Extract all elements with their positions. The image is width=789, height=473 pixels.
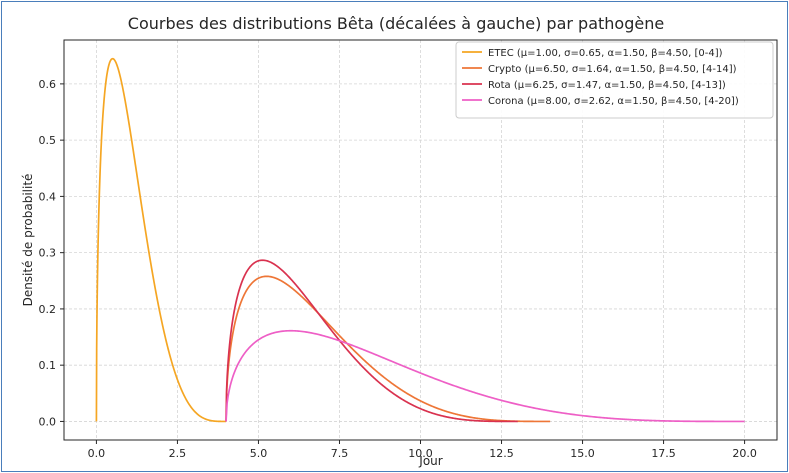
y-tick-label: 0.3 xyxy=(39,247,57,260)
y-tick-label: 0.6 xyxy=(39,78,57,91)
x-axis-label: Jour xyxy=(418,454,442,468)
y-tick-label: 0.2 xyxy=(39,303,57,316)
x-tick-label: 2.5 xyxy=(169,447,187,460)
series-line xyxy=(95,57,227,423)
chart-title: Courbes des distributions Bêta (décalées… xyxy=(128,14,664,33)
y-axis-label: Densité de probabilité xyxy=(21,174,35,307)
y-tick-label: 0.1 xyxy=(39,359,57,372)
legend-entry-label: Crypto (μ=6.50, σ=1.64, α=1.50, β=4.50, … xyxy=(488,64,737,75)
x-tick-label: 0.0 xyxy=(88,447,106,460)
series-line xyxy=(225,259,518,423)
y-tick-label: 0.5 xyxy=(39,134,57,147)
legend-box xyxy=(455,41,774,119)
x-tick-label: 17.5 xyxy=(651,447,676,460)
legend-entry-label: ETEC (μ=1.00, σ=0.65, α=1.50, β=4.50, [0… xyxy=(488,48,723,59)
y-tick-label: 0.0 xyxy=(39,415,57,428)
x-tick-label: 20.0 xyxy=(732,447,757,460)
axis-ticks: 0.0 2.5 5.0 7.5 10.0 12.5 15.0 17.5 20.0 0.0 0.1 0.… xyxy=(39,78,757,460)
legend-entry-label: Corona (μ=8.00, σ=2.62, α=1.50, β=4.50, … xyxy=(488,96,739,107)
grid-lines xyxy=(64,40,777,440)
series-line xyxy=(225,275,551,423)
series-lines xyxy=(95,57,745,423)
x-tick-label: 7.5 xyxy=(331,447,349,460)
legend-entry-label: Rota (μ=6.25, σ=1.47, α=1.50, β=4.50, [4… xyxy=(488,80,726,91)
x-tick-label: 15.0 xyxy=(570,447,595,460)
x-tick-label: 10.0 xyxy=(408,447,433,460)
legend: ETEC (μ=1.00, σ=0.65, α=1.50, β=4.50, [0… xyxy=(455,41,774,119)
series-line xyxy=(225,329,745,423)
y-tick-label: 0.4 xyxy=(39,190,57,203)
x-tick-label: 12.5 xyxy=(489,447,514,460)
x-tick-label: 5.0 xyxy=(250,447,268,460)
